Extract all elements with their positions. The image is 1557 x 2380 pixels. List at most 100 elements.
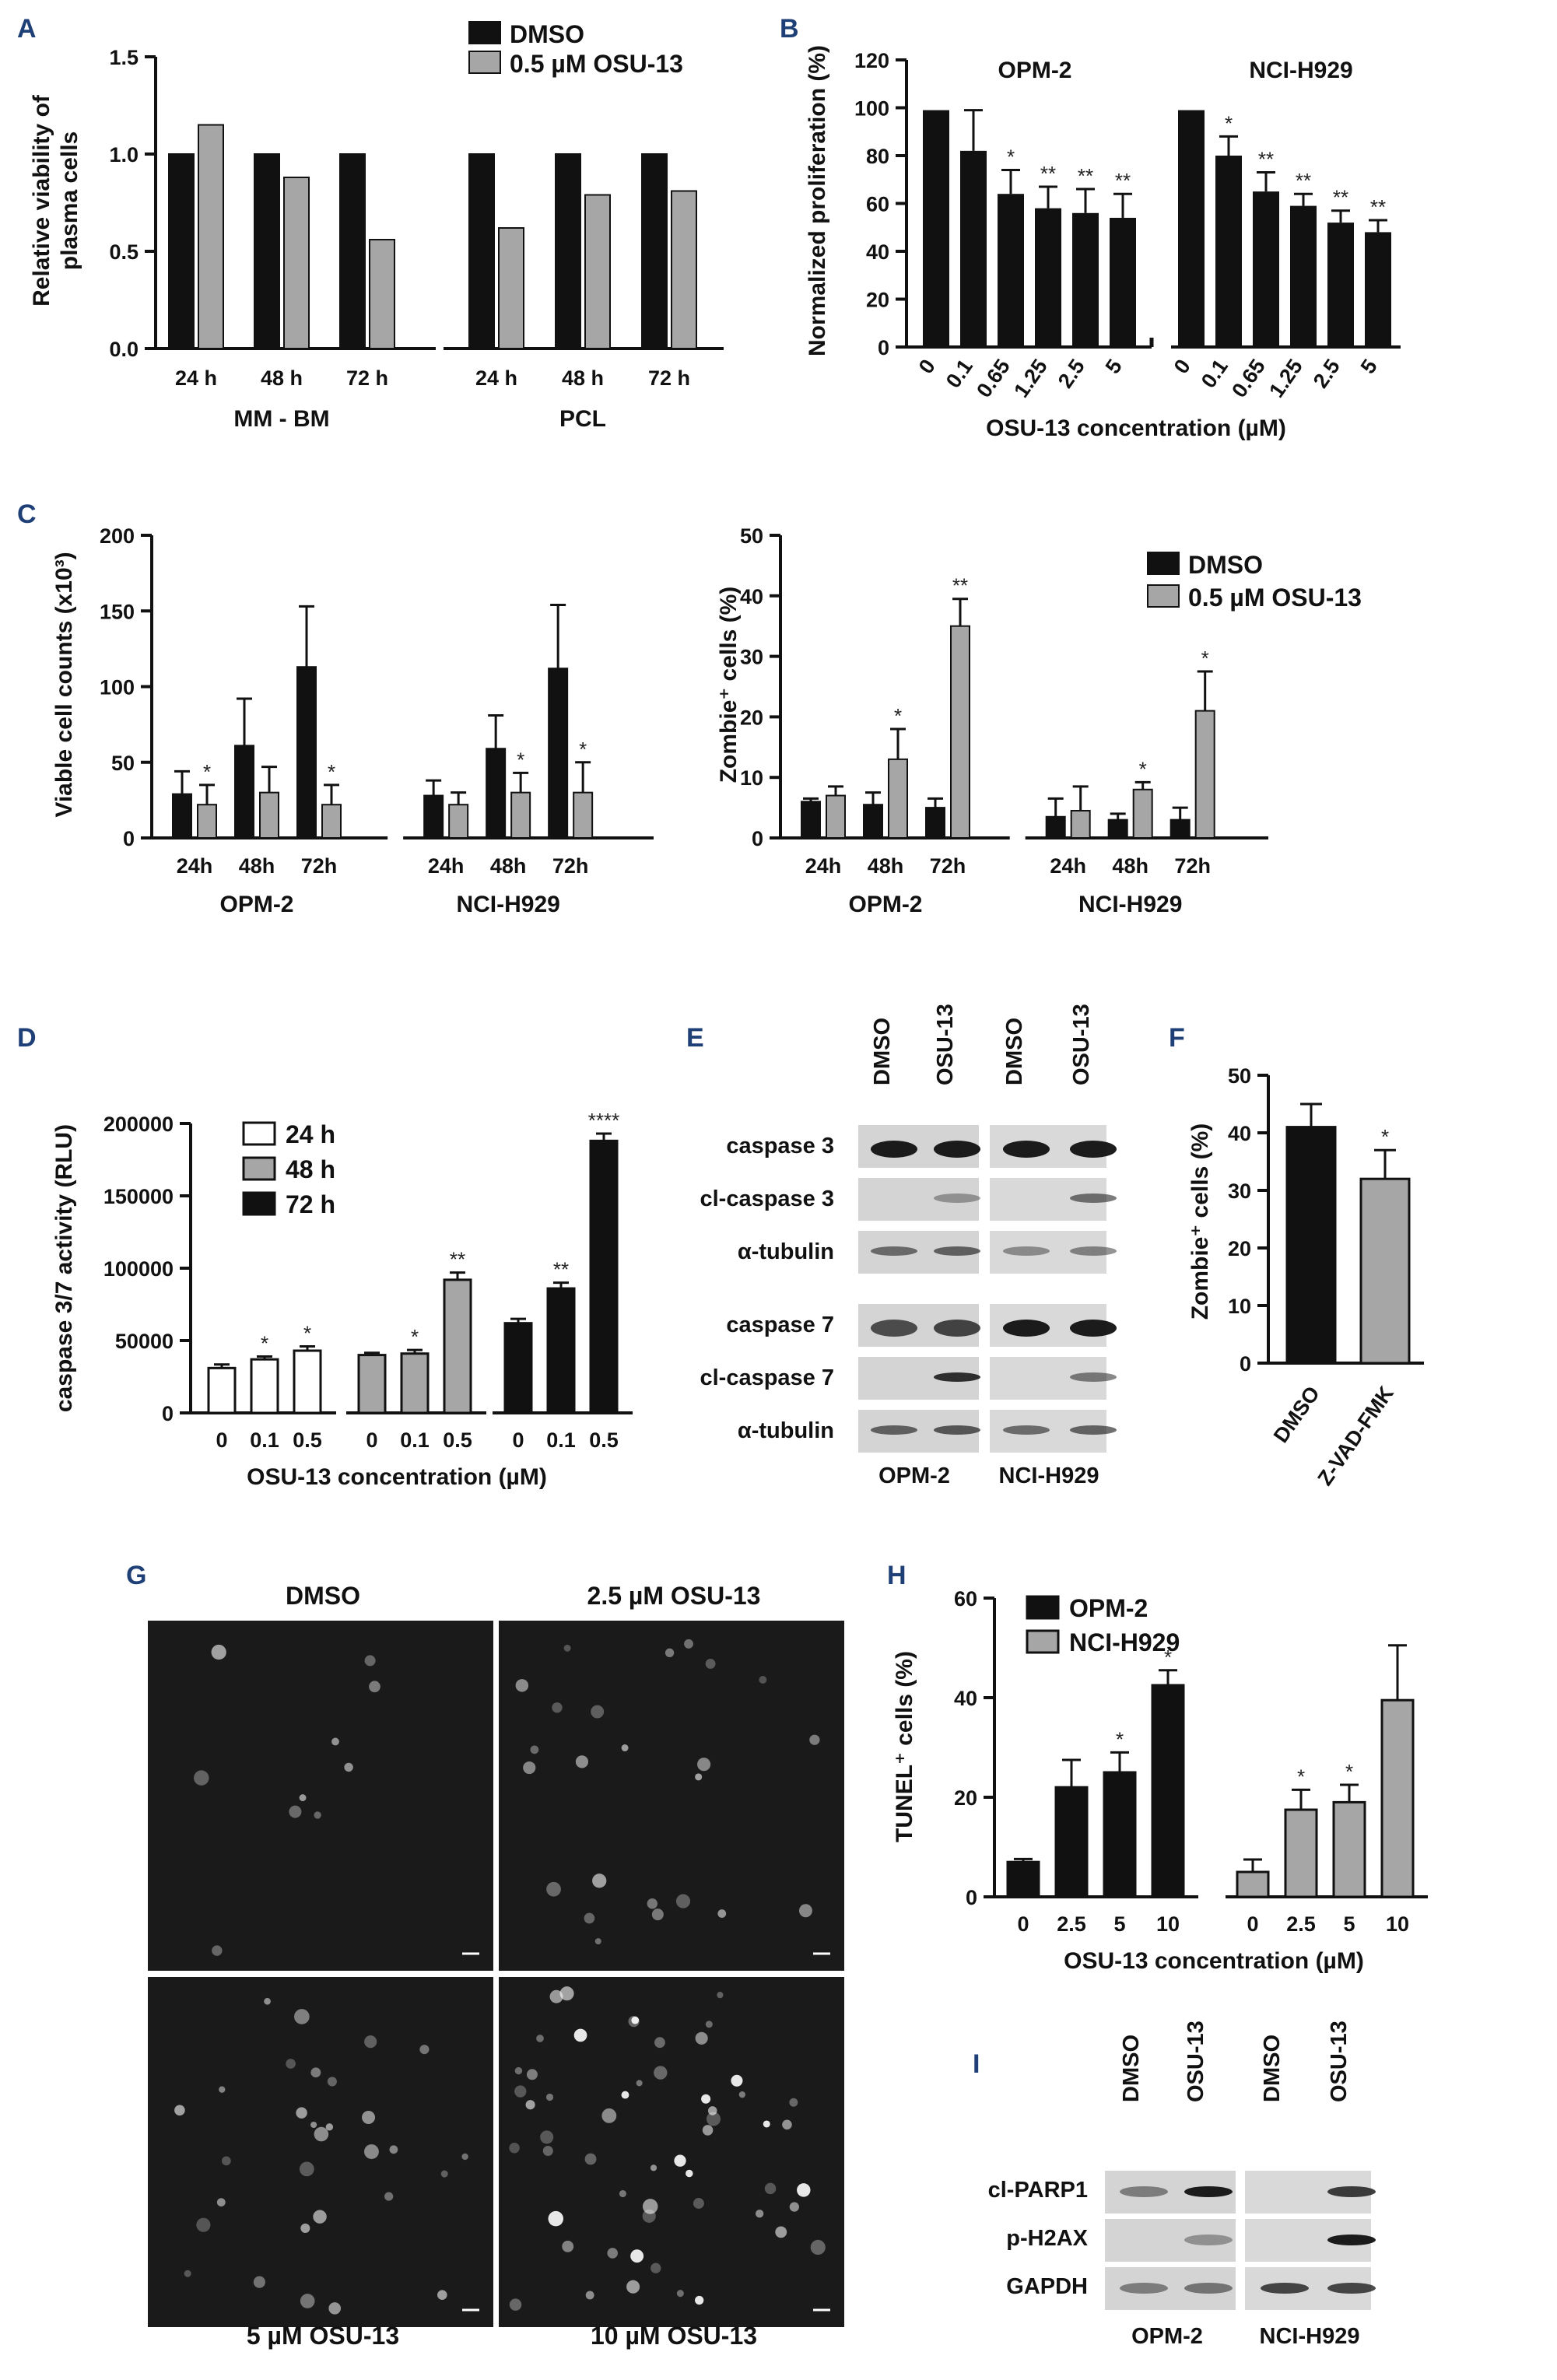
x-axis-title: OSU-13 concentration (µM) (986, 415, 1286, 441)
blot-band (1327, 2283, 1376, 2294)
cell-spot (763, 2120, 770, 2128)
bar (1107, 818, 1128, 839)
cell-spot (601, 2108, 617, 2123)
legend-label: 48 h (286, 1155, 335, 1183)
y-tick-label: 50 (1228, 1064, 1251, 1088)
legend-label: DMSO (510, 20, 584, 48)
bar (1035, 208, 1061, 347)
cell-spot (526, 2069, 538, 2080)
cell-spot (686, 2169, 693, 2178)
cell-spot (642, 2209, 656, 2223)
x-tick-label: 72h (1174, 854, 1211, 878)
lane-label: OSU-13 (1069, 1004, 1094, 1085)
bar (573, 791, 594, 839)
micrograph-image (499, 1621, 844, 1971)
y-tick-label: 20 (954, 1786, 977, 1810)
bar (1045, 815, 1066, 839)
bar (468, 153, 495, 349)
panel-e-western-blot: E DMSO OSU-13 DMSO OSU-13 caspase 3 cl-caspas… (686, 1004, 1117, 1488)
cell-spot (695, 2295, 704, 2305)
cell-spot (809, 1734, 820, 1745)
blot-band (1261, 2283, 1309, 2294)
x-tick-label: 24h (1050, 854, 1086, 878)
significance-marker: * (328, 760, 335, 783)
cell-spot (264, 1997, 271, 2005)
y-tick-label: 0.5 (109, 240, 139, 264)
cell-spot (327, 2077, 337, 2087)
blot-row-label: α-tubulin (738, 1239, 834, 1264)
y-tick-label: 100 (854, 97, 889, 121)
legend-swatch (1026, 1629, 1060, 1654)
blot-band (1120, 2186, 1168, 2197)
bar (1194, 710, 1215, 839)
y-axis-title: TUNEL⁺ cells (%) (892, 1651, 917, 1842)
bar (1327, 223, 1354, 347)
cell-spot (642, 2199, 658, 2214)
blot-strip (990, 1231, 1106, 1274)
cell-spot (810, 2239, 826, 2256)
significance-marker: * (894, 704, 902, 727)
significance-marker: * (261, 1331, 268, 1355)
cell-spot (591, 1705, 605, 1719)
cell-spot (676, 2290, 684, 2298)
cell-spot (294, 2009, 310, 2024)
significance-marker: * (1381, 1125, 1389, 1148)
x-tick-label: 72 h (346, 366, 388, 390)
x-tick-label: 0.1 (400, 1428, 430, 1452)
y-tick-label: 60 (954, 1587, 977, 1611)
cell-spot (626, 2280, 640, 2294)
cell-spot (695, 2031, 708, 2045)
legend-label: DMSO (1188, 551, 1263, 579)
x-tick-label: 72h (301, 854, 338, 878)
bar (250, 1358, 279, 1414)
bar (357, 1354, 387, 1414)
legend-label: 0.5 µM OSU-13 (1188, 584, 1362, 612)
cell-spot (221, 2156, 231, 2166)
bar (198, 124, 224, 349)
bar (1253, 191, 1279, 347)
x-tick-label: 0 (216, 1428, 227, 1452)
y-tick-label: 0 (1240, 1352, 1251, 1376)
significance-marker: * (203, 760, 211, 783)
group-label: OPM-2 (848, 892, 922, 917)
cell-spot (364, 2144, 379, 2159)
x-tick-label: 48h (868, 854, 904, 878)
group-label: MM - BM (233, 406, 329, 432)
micrograph-image (148, 1977, 493, 2327)
cell-spot (219, 2086, 226, 2093)
panel-label-f: F (1169, 1023, 1185, 1053)
significance-marker: ** (450, 1248, 465, 1271)
legend-label: 72 h (286, 1190, 335, 1218)
legend-swatch (468, 21, 501, 44)
blot-band (1120, 2283, 1168, 2294)
cell-spot (759, 1676, 767, 1684)
cell-spot (310, 2121, 317, 2129)
significance-marker: ** (1115, 169, 1131, 192)
blot-row-label: GAPDH (1006, 2274, 1088, 2299)
micrograph-title: DMSO (286, 1582, 360, 1610)
cell-spot (607, 2248, 618, 2259)
significance-marker: * (1164, 1646, 1172, 1669)
blot-band (1184, 2283, 1233, 2294)
group-label: NCI-H929 (1078, 892, 1182, 917)
significance-marker: * (1297, 1765, 1305, 1788)
cell-spot (695, 1773, 703, 1781)
y-tick-label: 50000 (115, 1330, 174, 1353)
group-label: PCL (559, 406, 606, 432)
cell-spot (328, 2302, 342, 2315)
cell-spot (782, 2119, 792, 2130)
bar (863, 804, 883, 839)
cell-spot (654, 2037, 665, 2049)
cell-spot (717, 1909, 727, 1918)
blot-band (1070, 1320, 1117, 1337)
x-tick-label: 24 h (475, 366, 517, 390)
cell-spot (344, 1762, 353, 1772)
legend-swatch (242, 1191, 276, 1216)
cell-spot (573, 2028, 587, 2042)
legend-swatch (1026, 1595, 1060, 1620)
significance-marker: * (1139, 757, 1147, 780)
bar (448, 804, 469, 839)
blot-row-label: cl-caspase 7 (700, 1365, 834, 1390)
y-tick-label: 1.5 (109, 46, 139, 69)
cell-spot (314, 1811, 321, 1819)
